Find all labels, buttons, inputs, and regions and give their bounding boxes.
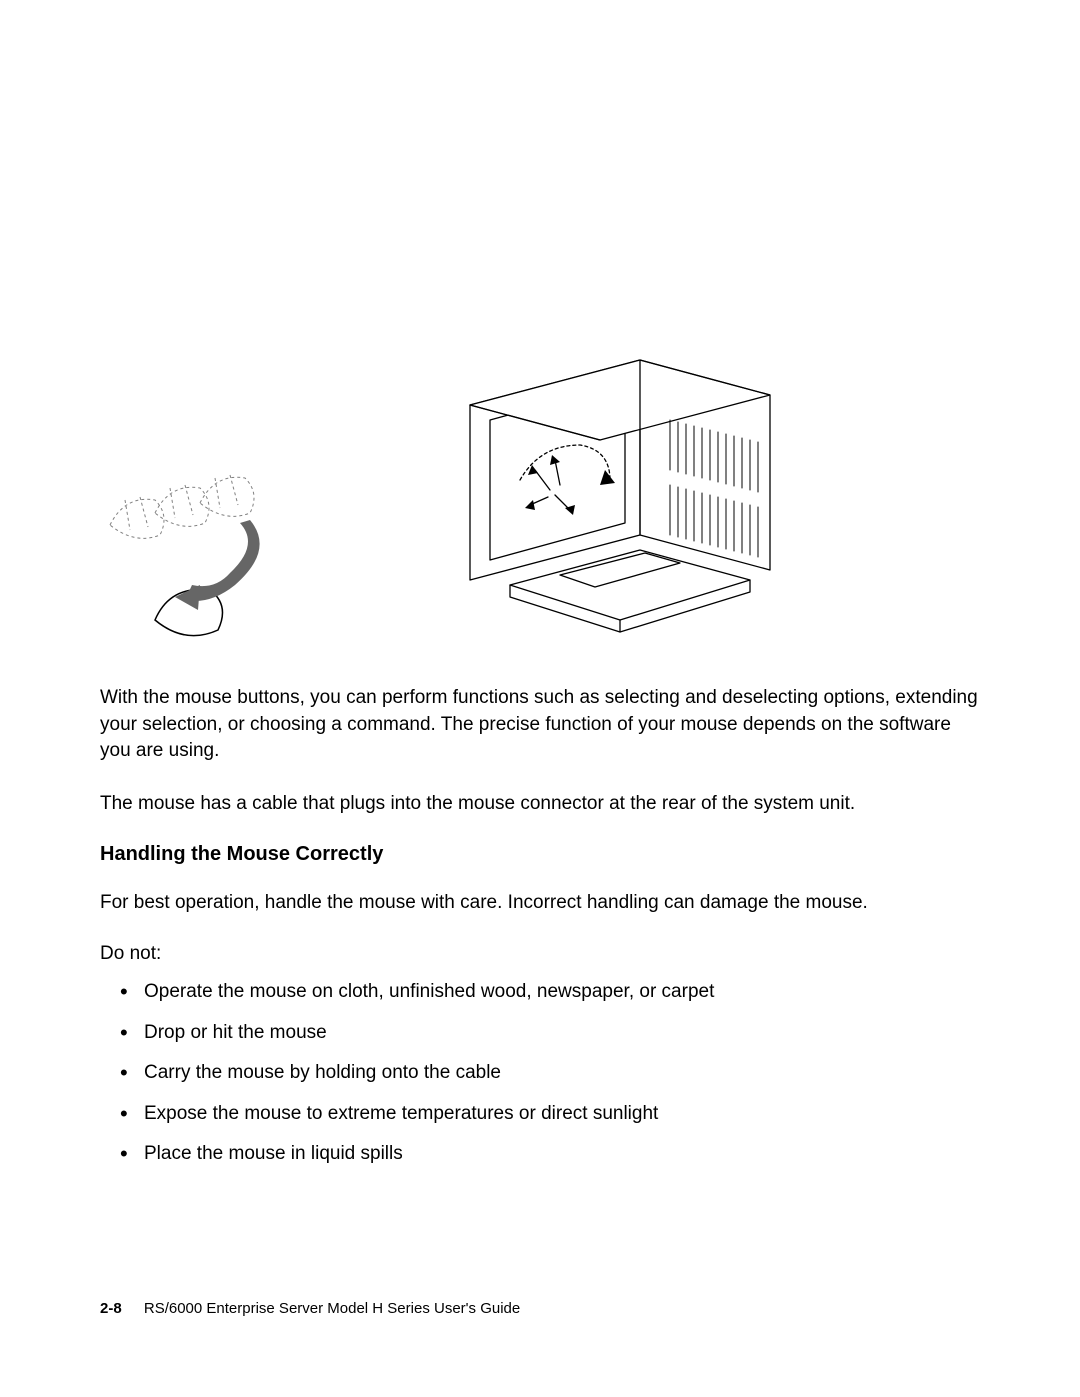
list-item: Operate the mouse on cloth, unfinished w… [120, 979, 980, 1006]
list-item: Place the mouse in liquid spills [120, 1141, 980, 1168]
page-content: With the mouse buttons, you can perform … [100, 335, 980, 1182]
paragraph-3: For best operation, handle the mouse wit… [100, 890, 980, 917]
paragraph-1: With the mouse buttons, you can perform … [100, 685, 980, 765]
footer-title: RS/6000 Enterprise Server Model H Series… [144, 1300, 520, 1317]
mouse-illustration [100, 445, 330, 645]
donot-label: Do not: [100, 943, 980, 965]
list-item: Carry the mouse by holding onto the cabl… [120, 1060, 980, 1087]
illustration-row [100, 335, 980, 645]
list-item: Drop or hit the mouse [120, 1020, 980, 1047]
paragraph-2: The mouse has a cable that plugs into th… [100, 791, 980, 818]
monitor-illustration [410, 335, 830, 645]
donot-list: Operate the mouse on cloth, unfinished w… [100, 979, 980, 1168]
list-item: Expose the mouse to extreme temperatures… [120, 1101, 980, 1128]
section-heading: Handling the Mouse Correctly [100, 843, 980, 866]
page-footer: 2-8 RS/6000 Enterprise Server Model H Se… [100, 1300, 520, 1317]
page-number: 2-8 [100, 1300, 122, 1317]
